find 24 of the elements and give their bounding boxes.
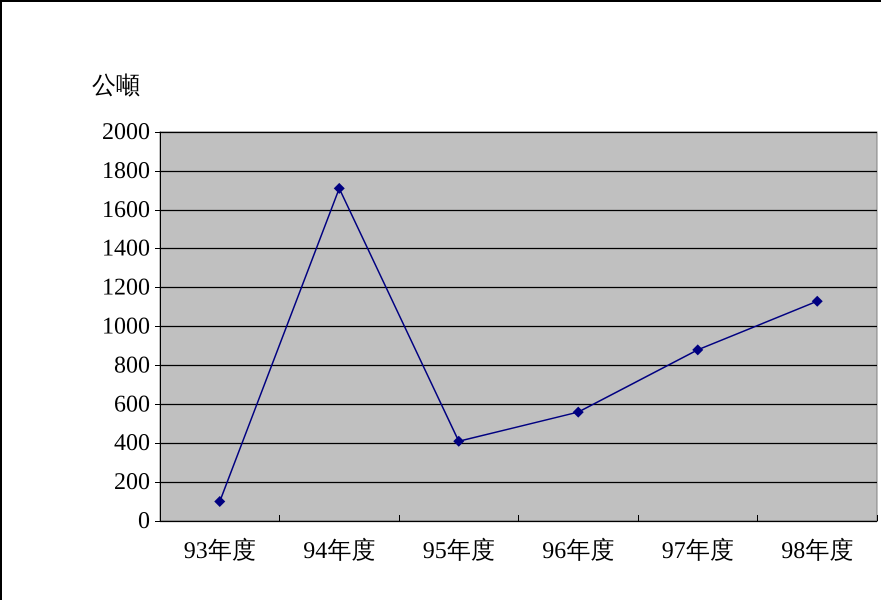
x-tick-label: 98年度 bbox=[781, 537, 854, 564]
point bbox=[812, 296, 823, 307]
y-tick-label: 1400 bbox=[102, 236, 150, 262]
x-tick-label: 93年度 bbox=[184, 537, 256, 564]
point bbox=[692, 344, 704, 356]
point bbox=[334, 182, 345, 194]
point bbox=[214, 496, 226, 508]
x-tick-label: 97年度 bbox=[662, 537, 734, 564]
y-tick-label: 400 bbox=[114, 430, 150, 456]
y-tick-label: 200 bbox=[114, 469, 150, 496]
y-axis-title: 公噸 bbox=[92, 73, 140, 99]
y-tick-label: 1800 bbox=[102, 158, 150, 184]
x-tick-label: 96年度 bbox=[542, 537, 614, 564]
y-tick-label: 600 bbox=[114, 391, 150, 418]
y-tick-label: 1200 bbox=[102, 274, 150, 301]
x-tick-label: 95年度 bbox=[422, 537, 495, 564]
point bbox=[453, 436, 464, 447]
y-tick-label: 1000 bbox=[102, 314, 150, 340]
y-tick-label: 0 bbox=[138, 508, 150, 534]
point bbox=[572, 406, 584, 418]
y-tick-label: 1600 bbox=[102, 196, 150, 223]
y-tick-label: 800 bbox=[114, 352, 150, 378]
y-tick-label: 2000 bbox=[102, 119, 150, 145]
x-tick-label: 94年度 bbox=[303, 537, 376, 564]
